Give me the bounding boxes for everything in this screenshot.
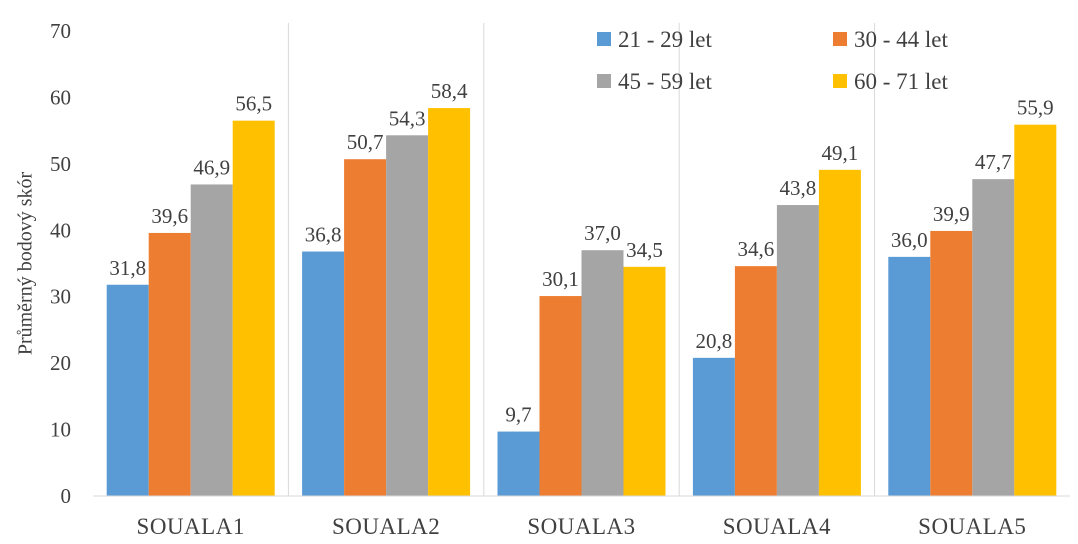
bar bbox=[818, 169, 861, 497]
y-tick-label: 50 bbox=[50, 152, 71, 176]
data-label: 39,9 bbox=[933, 202, 970, 226]
bar bbox=[386, 135, 429, 497]
legend-label: 30 - 44 let bbox=[854, 27, 949, 52]
bar bbox=[623, 266, 666, 496]
bar bbox=[106, 284, 149, 496]
x-axis: SOUALA1 SOUALA2 SOUALA3 SOUALA4 SOUALA5 bbox=[93, 495, 1070, 539]
data-label: 30,1 bbox=[542, 267, 579, 291]
data-label: 49,1 bbox=[822, 141, 859, 165]
x-tick-label: SOUALA2 bbox=[332, 514, 440, 539]
y-axis: 0 10 20 30 40 50 60 70 bbox=[50, 19, 71, 508]
data-label: 34,5 bbox=[626, 238, 663, 262]
bars bbox=[106, 108, 1057, 497]
bar bbox=[148, 232, 191, 496]
data-label: 36,0 bbox=[891, 228, 928, 252]
legend-label: 21 - 29 let bbox=[618, 27, 713, 52]
bar bbox=[302, 251, 345, 496]
bar bbox=[581, 250, 624, 496]
y-tick-label: 60 bbox=[50, 85, 71, 109]
data-label: 46,9 bbox=[193, 155, 230, 179]
data-label: 50,7 bbox=[347, 130, 384, 154]
legend-swatch bbox=[833, 74, 847, 88]
bar bbox=[776, 205, 819, 497]
data-label: 56,5 bbox=[235, 92, 272, 116]
bar bbox=[1014, 124, 1057, 497]
data-label: 58,4 bbox=[431, 79, 468, 103]
y-tick-label: 10 bbox=[50, 418, 71, 442]
bar bbox=[692, 357, 735, 496]
bar bbox=[428, 108, 471, 497]
bar bbox=[190, 184, 233, 496]
data-label: 36,8 bbox=[305, 223, 342, 247]
data-label: 43,8 bbox=[780, 176, 817, 200]
y-tick-label: 30 bbox=[50, 285, 71, 309]
legend-swatch bbox=[597, 32, 611, 46]
data-label: 34,6 bbox=[738, 237, 775, 261]
y-tick-label: 0 bbox=[61, 484, 72, 508]
data-label: 37,0 bbox=[584, 221, 621, 245]
x-tick-label: SOUALA3 bbox=[527, 514, 635, 539]
bar bbox=[539, 296, 582, 496]
bar bbox=[232, 120, 275, 496]
x-tick-label: SOUALA1 bbox=[137, 514, 245, 539]
y-tick-label: 70 bbox=[50, 19, 71, 43]
data-label: 39,6 bbox=[151, 204, 188, 228]
x-tick-label: SOUALA5 bbox=[918, 514, 1026, 539]
x-tick-label: SOUALA4 bbox=[723, 514, 831, 539]
data-label: 31,8 bbox=[109, 256, 146, 280]
data-label: 47,7 bbox=[975, 150, 1012, 174]
data-label: 20,8 bbox=[696, 329, 733, 353]
category-separators bbox=[287, 23, 876, 496]
bar bbox=[930, 230, 973, 496]
data-label: 55,9 bbox=[1017, 96, 1054, 120]
data-label: 54,3 bbox=[389, 106, 426, 130]
legend-label: 60 - 71 let bbox=[854, 69, 949, 94]
bar bbox=[497, 431, 540, 496]
bar bbox=[344, 159, 387, 496]
data-labels: 31,839,646,956,536,850,754,358,49,730,13… bbox=[109, 79, 1053, 427]
legend-label: 45 - 59 let bbox=[618, 69, 713, 94]
data-label: 9,7 bbox=[505, 403, 531, 427]
legend: 21 - 29 let 30 - 44 let 45 - 59 let 60 - 71… bbox=[597, 27, 949, 94]
y-tick-label: 40 bbox=[50, 218, 71, 242]
bar bbox=[888, 256, 931, 496]
bar bbox=[972, 179, 1015, 496]
y-tick-label: 20 bbox=[50, 351, 71, 375]
bar bbox=[734, 266, 777, 496]
y-axis-label: Průměrný bodový skór bbox=[15, 172, 37, 356]
legend-swatch bbox=[833, 32, 847, 46]
legend-swatch bbox=[597, 74, 611, 88]
